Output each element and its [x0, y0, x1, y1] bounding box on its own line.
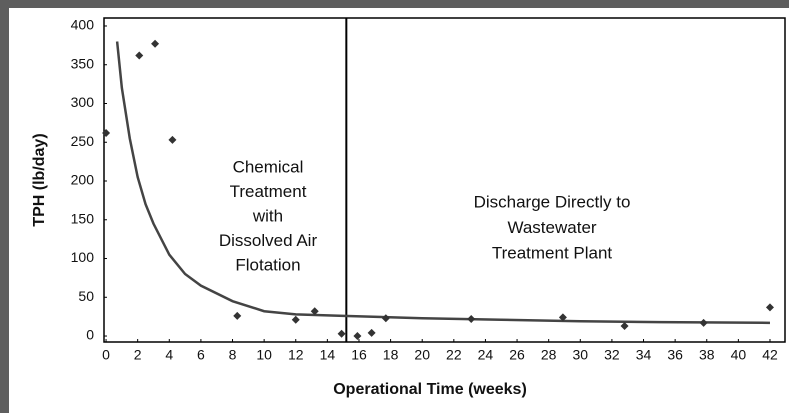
data-point	[353, 332, 362, 341]
y-tick-label: 150	[71, 210, 95, 226]
y-tick-label: 100	[71, 249, 95, 265]
y-tick-label: 0	[86, 327, 94, 343]
data-point	[102, 128, 111, 137]
x-tick-label: 18	[383, 347, 399, 363]
annotation: Treatment Plant	[492, 243, 613, 262]
y-axis-title: TPH (lb/day)	[31, 133, 48, 226]
x-tick-label: 36	[667, 347, 683, 363]
data-point	[291, 315, 300, 324]
annotation: Discharge Directly to	[474, 192, 631, 211]
data-point	[699, 318, 708, 327]
plot-frame	[103, 17, 786, 343]
annotation: Treatment	[230, 182, 307, 201]
y-tick-label: 400	[71, 17, 95, 33]
x-tick-label: 28	[541, 347, 557, 363]
y-tick-label: 350	[71, 55, 95, 71]
annotation: Wastewater	[507, 218, 596, 237]
y-tick-label: 300	[71, 94, 95, 110]
data-point	[135, 51, 144, 60]
data-point	[168, 135, 177, 144]
x-tick-label: 4	[165, 347, 173, 363]
x-tick-label: 12	[288, 347, 304, 363]
x-tick-label: 40	[731, 347, 747, 363]
x-axis-title: Operational Time (weeks)	[333, 381, 527, 398]
x-tick-label: 14	[320, 347, 336, 363]
data-point	[765, 303, 774, 312]
annotation: Dissolved Air	[219, 231, 318, 250]
x-tick-label: 22	[446, 347, 462, 363]
data-point	[151, 39, 160, 48]
data-point	[337, 329, 346, 338]
y-tick-label: 200	[71, 172, 95, 188]
x-tick-label: 38	[699, 347, 715, 363]
data-point	[558, 313, 567, 322]
x-tick-label: 10	[256, 347, 272, 363]
x-tick-label: 30	[572, 347, 588, 363]
x-tick-label: 26	[509, 347, 525, 363]
data-point	[233, 311, 242, 320]
data-point	[367, 328, 376, 337]
annotation: Flotation	[235, 255, 300, 274]
annotation: with	[252, 206, 283, 225]
x-tick-label: 0	[102, 347, 110, 363]
data-point	[467, 314, 476, 323]
trend-line	[115, 41, 770, 325]
background	[9, 8, 789, 413]
y-tick-label: 50	[78, 288, 94, 304]
annotation: Chemical	[233, 157, 304, 176]
data-point	[381, 314, 390, 323]
x-tick-label: 42	[762, 347, 778, 363]
y-tick-label: 250	[71, 133, 95, 149]
x-tick-label: 8	[229, 347, 237, 363]
x-tick-label: 20	[414, 347, 430, 363]
data-point	[620, 321, 629, 330]
data-point	[310, 307, 319, 316]
x-tick-label: 6	[197, 347, 205, 363]
x-tick-label: 16	[351, 347, 367, 363]
x-tick-label: 24	[478, 347, 494, 363]
x-tick-label: 32	[604, 347, 620, 363]
x-tick-label: 2	[134, 347, 142, 363]
x-tick-label: 34	[636, 347, 652, 363]
